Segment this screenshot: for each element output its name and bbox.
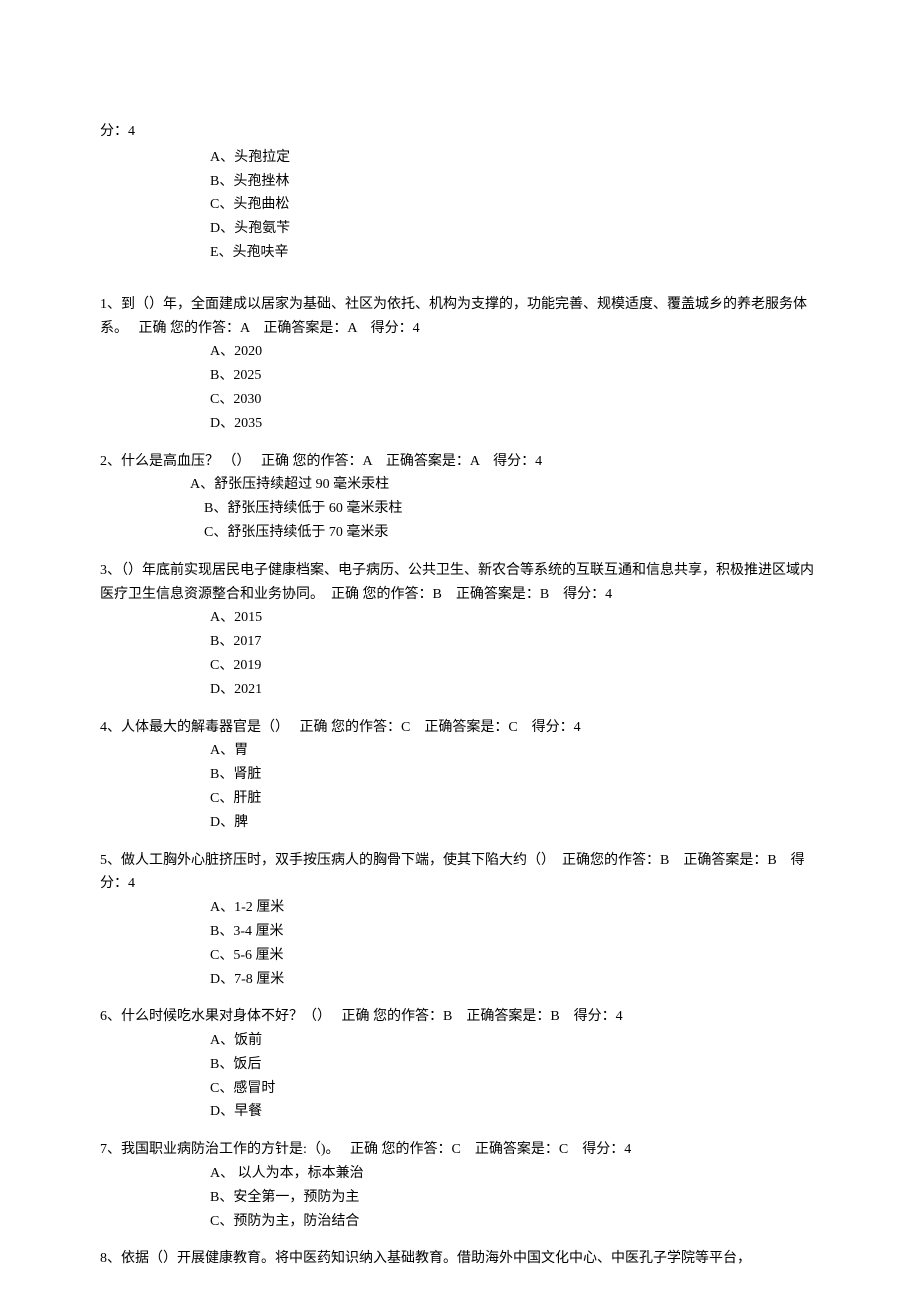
question-option: C、预防为主，防治结合 xyxy=(100,1210,820,1234)
question-text: 6、什么时候吃水果对身体不好？（） 正确 您的作答：B 正确答案是：B 得分：4 xyxy=(100,1005,820,1029)
question-option: D、7-8 厘米 xyxy=(100,968,820,992)
question-option: C、肝脏 xyxy=(100,787,820,811)
fragment-score-line: 分：4 xyxy=(100,120,820,144)
question-option: D、脾 xyxy=(100,811,820,835)
question-option: A、2015 xyxy=(100,606,820,630)
fragment-option: E、头孢呋辛 xyxy=(100,241,820,265)
question-option: C、舒张压持续低于 70 毫米汞 xyxy=(100,521,820,545)
question-option: A、2020 xyxy=(100,340,820,364)
question-4: 4、人体最大的解毒器官是（） 正确 您的作答：C 正确答案是：C 得分：4 A、… xyxy=(100,716,820,835)
question-text: 8、依据（）开展健康教育。将中医药知识纳入基础教育。借助海外中国文化中心、中医孔… xyxy=(100,1247,820,1271)
question-7: 7、我国职业病防治工作的方针是:（)。 正确 您的作答：C 正确答案是：C 得分… xyxy=(100,1138,820,1233)
question-option: B、3-4 厘米 xyxy=(100,920,820,944)
question-3: 3、（）年底前实现居民电子健康档案、电子病历、公共卫生、新农合等系统的互联互通和… xyxy=(100,559,820,702)
question-option: A、1-2 厘米 xyxy=(100,896,820,920)
question-8: 8、依据（）开展健康教育。将中医药知识纳入基础教育。借助海外中国文化中心、中医孔… xyxy=(100,1247,820,1271)
question-option: C、感冒时 xyxy=(100,1077,820,1101)
question-option: B、安全第一，预防为主 xyxy=(100,1186,820,1210)
question-option: A、 以人为本，标本兼治 xyxy=(100,1162,820,1186)
question-option: A、饭前 xyxy=(100,1029,820,1053)
question-text: 5、做人工胸外心脏挤压时，双手按压病人的胸骨下端，使其下陷大约（） 正确您的作答… xyxy=(100,849,820,897)
question-text: 7、我国职业病防治工作的方针是:（)。 正确 您的作答：C 正确答案是：C 得分… xyxy=(100,1138,820,1162)
question-option: D、早餐 xyxy=(100,1100,820,1124)
question-option: D、2021 xyxy=(100,678,820,702)
question-option: A、胃 xyxy=(100,739,820,763)
question-text: 4、人体最大的解毒器官是（） 正确 您的作答：C 正确答案是：C 得分：4 xyxy=(100,716,820,740)
question-1: 1、到（）年，全面建成以居家为基础、社区为依托、机构为支撑的，功能完善、规模适度… xyxy=(100,293,820,436)
question-6: 6、什么时候吃水果对身体不好？（） 正确 您的作答：B 正确答案是：B 得分：4… xyxy=(100,1005,820,1124)
question-option: B、饭后 xyxy=(100,1053,820,1077)
fragment-option: B、头孢挫林 xyxy=(100,170,820,194)
question-text: 1、到（）年，全面建成以居家为基础、社区为依托、机构为支撑的，功能完善、规模适度… xyxy=(100,293,820,341)
question-option: B、2017 xyxy=(100,630,820,654)
question-text: 3、（）年底前实现居民电子健康档案、电子病历、公共卫生、新农合等系统的互联互通和… xyxy=(100,559,820,607)
question-2: 2、什么是高血压？ （） 正确 您的作答：A 正确答案是：A 得分：4 A、舒张… xyxy=(100,450,820,545)
question-option: B、舒张压持续低于 60 毫米汞柱 xyxy=(100,497,820,521)
fragment-option: A、头孢拉定 xyxy=(100,146,820,170)
fragment-option: D、头孢氨苄 xyxy=(100,217,820,241)
question-option: D、2035 xyxy=(100,412,820,436)
question-text: 2、什么是高血压？ （） 正确 您的作答：A 正确答案是：A 得分：4 xyxy=(100,450,820,474)
fragment-option: C、头孢曲松 xyxy=(100,193,820,217)
question-option: C、2019 xyxy=(100,654,820,678)
question-option: C、5-6 厘米 xyxy=(100,944,820,968)
question-option: B、2025 xyxy=(100,364,820,388)
question-option: C、2030 xyxy=(100,388,820,412)
question-option: A、舒张压持续超过 90 毫米汞柱 xyxy=(100,473,820,497)
question-5: 5、做人工胸外心脏挤压时，双手按压病人的胸骨下端，使其下陷大约（） 正确您的作答… xyxy=(100,849,820,992)
question-option: B、肾脏 xyxy=(100,763,820,787)
